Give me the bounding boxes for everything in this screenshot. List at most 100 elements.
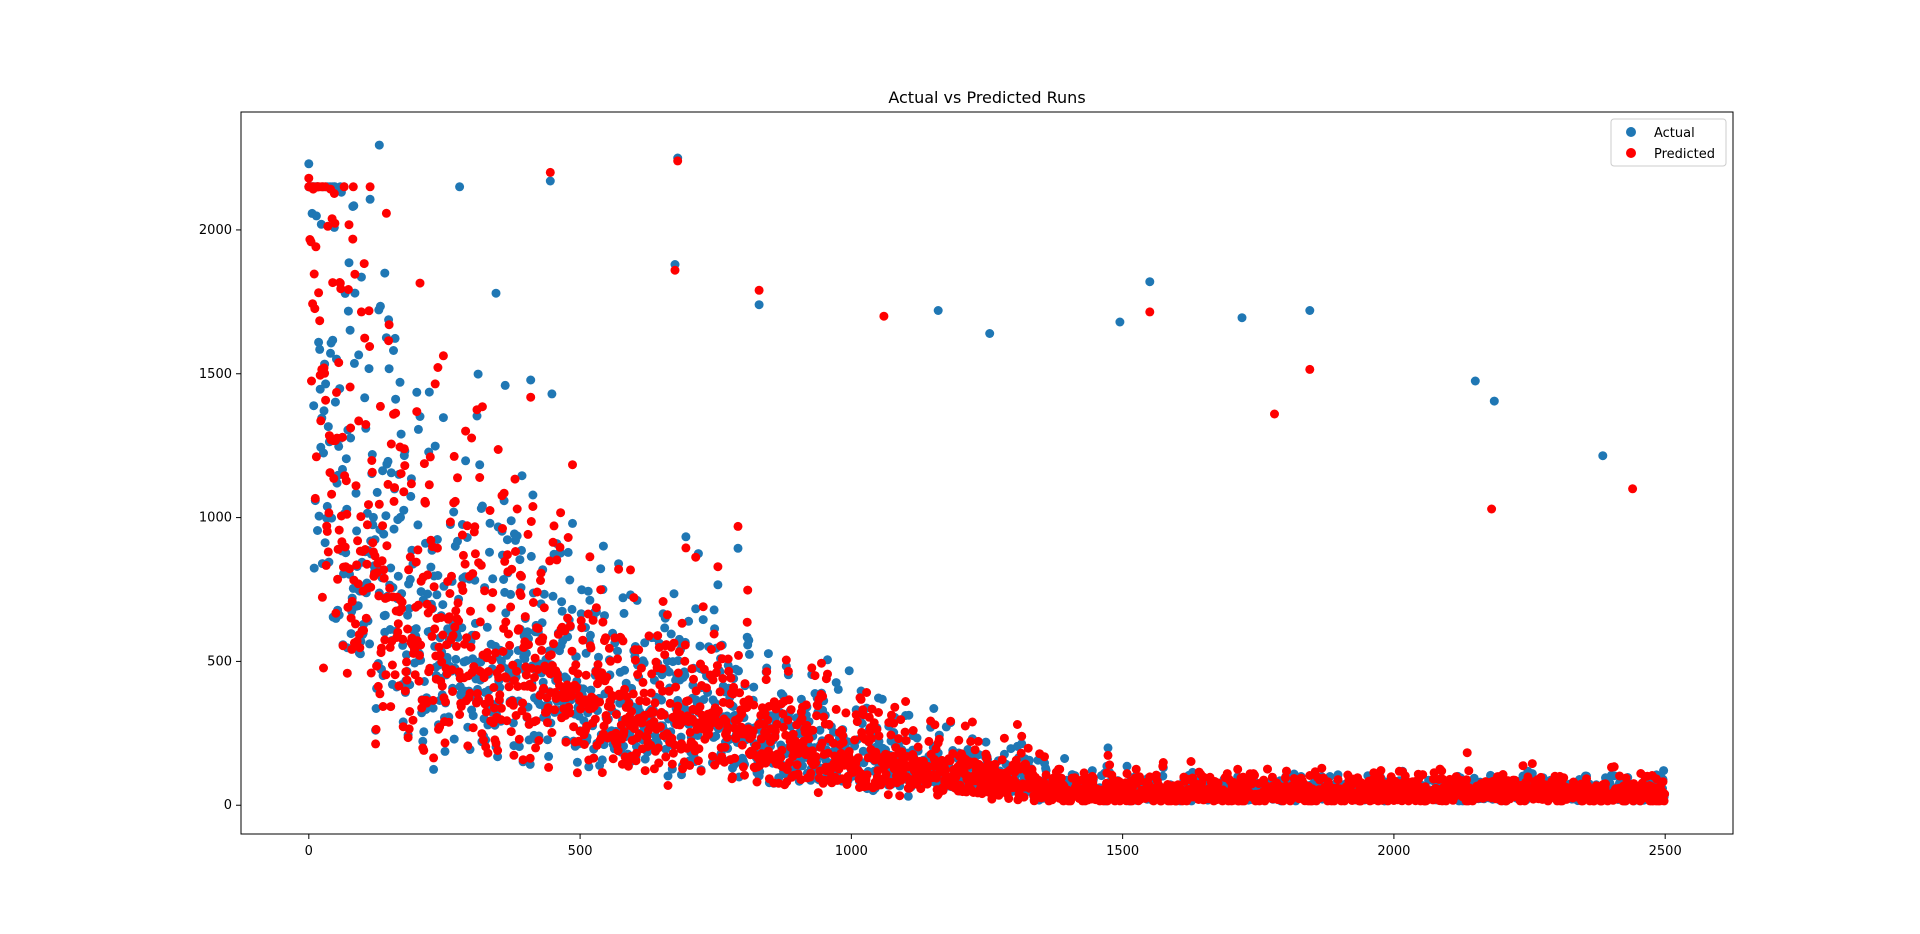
point-predicted: [850, 735, 860, 745]
point-predicted: [352, 560, 362, 570]
point-predicted: [887, 710, 896, 720]
point-actual: [749, 682, 759, 692]
point-actual: [613, 646, 622, 656]
point-predicted: [1250, 770, 1259, 780]
point-predicted: [385, 583, 395, 593]
point-predicted: [437, 657, 447, 667]
point-predicted: [462, 633, 472, 643]
point-predicted: [476, 560, 486, 570]
point-actual: [360, 393, 370, 403]
point-actual-outlier: [754, 300, 764, 310]
point-predicted: [1609, 762, 1619, 772]
point-actual: [526, 375, 536, 385]
point-predicted: [572, 768, 582, 778]
point-actual: [669, 589, 679, 599]
point-predicted: [778, 709, 788, 719]
point-predicted: [518, 755, 528, 765]
point-actual: [493, 752, 503, 762]
point-actual: [557, 606, 567, 616]
point-predicted: [954, 735, 964, 745]
point-predicted: [507, 564, 517, 574]
point-actual: [744, 635, 754, 645]
point-predicted: [528, 502, 538, 511]
point-predicted: [314, 288, 324, 298]
point-predicted: [913, 742, 923, 752]
point-predicted: [536, 576, 545, 585]
point-predicted: [763, 715, 773, 725]
point-actual: [341, 454, 351, 464]
point-predicted: [1103, 750, 1113, 760]
point-predicted: [1527, 759, 1537, 769]
point-actual-outlier: [374, 140, 384, 150]
point-predicted: [307, 376, 316, 386]
point-predicted: [660, 650, 670, 660]
point-predicted: [611, 710, 621, 719]
point-predicted: [650, 698, 660, 708]
point-predicted: [323, 547, 333, 557]
point-predicted: [498, 647, 508, 656]
point-predicted: [597, 768, 607, 778]
point-predicted: [458, 586, 468, 595]
point-actual-outlier: [985, 329, 995, 338]
point-actual-outlier: [1115, 317, 1125, 327]
point-predicted: [630, 655, 640, 665]
point-actual: [319, 448, 328, 458]
point-predicted: [518, 698, 528, 708]
point-predicted: [613, 654, 622, 664]
point-predicted: [413, 545, 423, 555]
point-actual: [396, 512, 405, 522]
point-predicted: [565, 621, 575, 631]
point-actual: [567, 604, 577, 614]
point-actual: [597, 755, 607, 765]
point-predicted: [709, 629, 719, 639]
point-predicted: [1317, 763, 1327, 773]
series-predicted: [304, 156, 1670, 806]
point-predicted: [533, 665, 543, 674]
point-predicted: [480, 586, 490, 596]
point-predicted: [838, 737, 848, 747]
point-predicted: [451, 606, 461, 616]
point-predicted: [391, 408, 401, 418]
point-predicted: [501, 673, 511, 683]
point-predicted: [945, 756, 955, 766]
point-predicted: [346, 423, 356, 433]
point-predicted: [482, 648, 492, 657]
point-predicted: [720, 742, 730, 752]
point-actual: [375, 301, 385, 311]
point-predicted: [663, 781, 673, 790]
point-predicted: [444, 717, 454, 727]
point-predicted: [997, 755, 1007, 765]
point-predicted: [581, 670, 591, 680]
point-predicted: [615, 692, 625, 701]
point-predicted: [723, 654, 733, 664]
point-actual: [389, 524, 399, 534]
point-predicted: [311, 452, 321, 462]
point-actual: [343, 306, 353, 316]
point-predicted: [479, 735, 488, 745]
point-predicted: [466, 642, 476, 652]
point-predicted: [761, 675, 771, 685]
point-predicted: [329, 189, 339, 198]
point-predicted: [566, 691, 576, 701]
point-actual: [981, 737, 991, 747]
point-predicted: [639, 688, 649, 698]
point-predicted: [1462, 775, 1472, 785]
point-predicted: [532, 587, 542, 597]
point-actual: [526, 551, 536, 561]
point-predicted: [1088, 773, 1098, 783]
point-predicted: [321, 560, 331, 570]
point-actual: [528, 490, 538, 500]
point-predicted: [549, 521, 559, 531]
point-actual: [372, 487, 382, 497]
point-predicted: [548, 537, 558, 547]
point-actual: [428, 703, 438, 713]
point-predicted: [602, 672, 612, 682]
point-predicted: [967, 717, 977, 727]
point-predicted: [671, 682, 681, 692]
point-actual: [515, 555, 525, 565]
point-predicted: [475, 617, 485, 627]
point-predicted: [634, 645, 644, 655]
point-predicted: [412, 407, 422, 417]
point-predicted: [381, 670, 391, 680]
point-predicted: [489, 683, 499, 692]
